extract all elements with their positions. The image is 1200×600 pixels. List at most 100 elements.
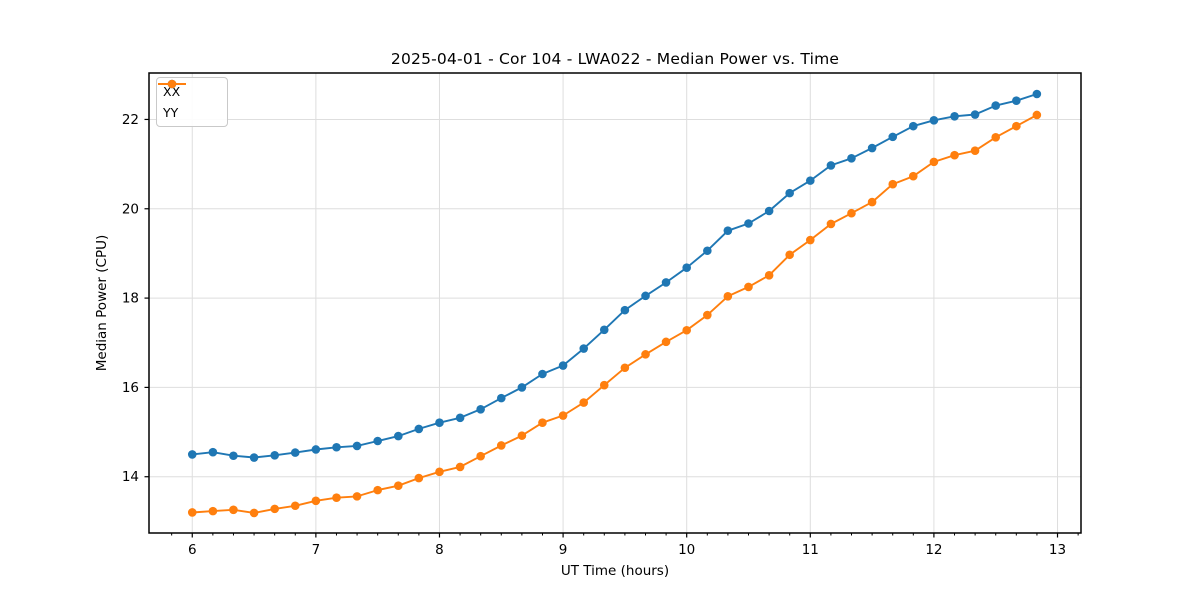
data-point-xx	[1032, 89, 1042, 99]
data-point-xx	[847, 154, 856, 163]
y-tick-label: 20	[122, 201, 139, 217]
x-tick-label: 8	[435, 542, 444, 558]
data-point-xx	[1012, 96, 1021, 105]
legend: XX YY	[156, 77, 228, 127]
data-point-yy	[599, 380, 609, 390]
data-point-yy	[1032, 110, 1042, 120]
data-point-xx	[208, 447, 218, 457]
data-point-xx	[352, 441, 362, 451]
data-point-xx	[455, 413, 465, 423]
data-point-xx	[187, 450, 197, 459]
chart-title: 2025-04-01 - Cor 104 - LWA022 - Median P…	[390, 50, 840, 68]
data-point-yy	[579, 398, 589, 407]
data-point-xx	[888, 132, 898, 142]
data-point-xx	[641, 291, 650, 301]
x-tick-label: 6	[188, 542, 197, 558]
data-point-yy	[682, 325, 691, 335]
data-point-xx	[558, 361, 568, 370]
data-point-yy	[991, 133, 1001, 142]
data-point-yy	[867, 197, 877, 207]
x-tick-label: 7	[312, 542, 321, 558]
legend-label-xx: XX	[163, 84, 181, 99]
data-point-yy	[929, 157, 939, 167]
data-point-xx	[435, 418, 444, 427]
data-point-xx	[723, 226, 733, 235]
x-tick-label: 11	[802, 542, 819, 558]
data-point-xx	[929, 116, 939, 125]
legend-line-marker-yy-icon	[158, 79, 186, 89]
data-point-xx	[476, 404, 485, 414]
data-point-yy	[661, 337, 671, 347]
data-point-xx	[290, 448, 300, 457]
data-point-yy	[826, 219, 836, 229]
x-tick-label: 10	[678, 542, 695, 558]
data-point-yy	[394, 481, 403, 490]
data-point-xx	[744, 219, 753, 228]
data-point-yy	[558, 411, 568, 420]
data-point-yy	[455, 462, 465, 472]
data-point-xx	[249, 453, 259, 462]
data-point-yy	[311, 496, 321, 506]
data-point-yy	[496, 441, 506, 450]
data-point-xx	[270, 450, 280, 460]
data-point-xx	[908, 121, 918, 131]
data-point-xx	[414, 424, 424, 434]
data-point-yy	[517, 431, 527, 440]
data-point-yy	[352, 492, 362, 501]
data-point-yy	[703, 310, 712, 320]
data-point-xx	[599, 325, 609, 335]
data-point-xx	[517, 383, 527, 392]
data-point-xx	[620, 305, 630, 315]
data-point-yy	[187, 508, 197, 517]
data-point-yy	[208, 506, 218, 516]
data-point-yy	[847, 208, 856, 218]
data-point-yy	[270, 504, 280, 514]
legend-label-yy: YY	[163, 105, 179, 120]
data-point-xx	[661, 278, 671, 287]
data-point-yy	[414, 473, 424, 483]
data-point-yy	[229, 505, 238, 515]
data-point-xx	[394, 431, 403, 441]
data-point-xx	[991, 101, 1001, 110]
data-point-yy	[950, 150, 959, 160]
y-tick-label: 16	[122, 380, 139, 396]
x-tick-label: 9	[559, 542, 568, 558]
data-point-xx	[805, 176, 815, 185]
data-point-yy	[476, 451, 485, 461]
data-point-xx	[579, 344, 589, 353]
data-point-xx	[229, 451, 238, 461]
data-point-yy	[888, 179, 898, 189]
data-point-xx	[970, 110, 980, 119]
data-point-yy	[785, 250, 794, 260]
data-point-xx	[682, 263, 691, 273]
y-tick-label: 14	[122, 469, 139, 485]
data-point-xx	[867, 143, 877, 153]
data-point-xx	[311, 445, 321, 454]
data-point-yy	[970, 146, 980, 156]
data-point-xx	[496, 393, 506, 403]
data-point-yy	[641, 350, 650, 359]
series-line-xx	[192, 93, 1038, 459]
data-point-yy	[249, 508, 259, 518]
data-point-xx	[703, 246, 712, 256]
data-point-yy	[744, 282, 753, 292]
plot-frame	[148, 72, 1082, 534]
data-point-xx	[332, 442, 341, 452]
data-point-yy	[332, 493, 341, 503]
y-tick-label: 22	[122, 112, 139, 128]
data-point-xx	[826, 161, 836, 170]
data-point-xx	[764, 206, 774, 216]
x-axis-label: UT Time (hours)	[560, 563, 670, 579]
legend-item-yy: YY	[158, 79, 219, 121]
data-point-yy	[620, 363, 630, 373]
x-tick-label: 13	[1049, 542, 1066, 558]
data-point-yy	[908, 171, 918, 181]
data-point-yy	[538, 418, 547, 427]
data-point-xx	[785, 188, 794, 198]
data-point-yy	[1012, 121, 1021, 131]
data-point-yy	[373, 485, 382, 495]
data-point-xx	[538, 369, 547, 379]
data-point-yy	[764, 271, 774, 280]
